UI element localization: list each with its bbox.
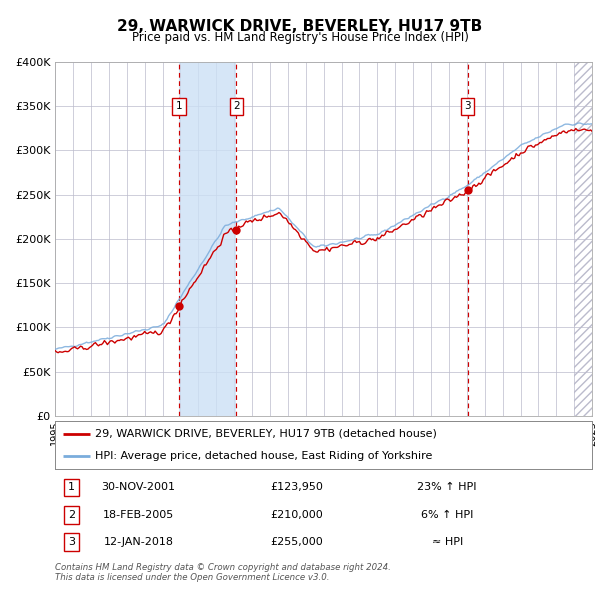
Text: 30-NOV-2001: 30-NOV-2001 xyxy=(101,483,175,493)
Text: 6% ↑ HPI: 6% ↑ HPI xyxy=(421,510,473,520)
Text: This data is licensed under the Open Government Licence v3.0.: This data is licensed under the Open Gov… xyxy=(55,573,330,582)
Text: £123,950: £123,950 xyxy=(271,483,323,493)
Text: 2: 2 xyxy=(233,101,240,111)
Text: 3: 3 xyxy=(464,101,471,111)
Text: 12-JAN-2018: 12-JAN-2018 xyxy=(103,537,173,547)
Text: 1: 1 xyxy=(176,101,182,111)
Text: Price paid vs. HM Land Registry's House Price Index (HPI): Price paid vs. HM Land Registry's House … xyxy=(131,31,469,44)
Text: £210,000: £210,000 xyxy=(271,510,323,520)
Text: 18-FEB-2005: 18-FEB-2005 xyxy=(103,510,174,520)
Bar xyxy=(179,62,236,416)
Text: 29, WARWICK DRIVE, BEVERLEY, HU17 9TB: 29, WARWICK DRIVE, BEVERLEY, HU17 9TB xyxy=(118,19,482,34)
Text: 3: 3 xyxy=(68,537,75,547)
Text: HPI: Average price, detached house, East Riding of Yorkshire: HPI: Average price, detached house, East… xyxy=(95,451,433,461)
Text: 1: 1 xyxy=(68,483,75,493)
Text: 29, WARWICK DRIVE, BEVERLEY, HU17 9TB (detached house): 29, WARWICK DRIVE, BEVERLEY, HU17 9TB (d… xyxy=(95,429,437,439)
Text: Contains HM Land Registry data © Crown copyright and database right 2024.: Contains HM Land Registry data © Crown c… xyxy=(55,563,391,572)
Text: 23% ↑ HPI: 23% ↑ HPI xyxy=(418,483,477,493)
Text: 2: 2 xyxy=(68,510,75,520)
Text: £255,000: £255,000 xyxy=(271,537,323,547)
Text: ≈ HPI: ≈ HPI xyxy=(431,537,463,547)
Bar xyxy=(574,62,592,416)
